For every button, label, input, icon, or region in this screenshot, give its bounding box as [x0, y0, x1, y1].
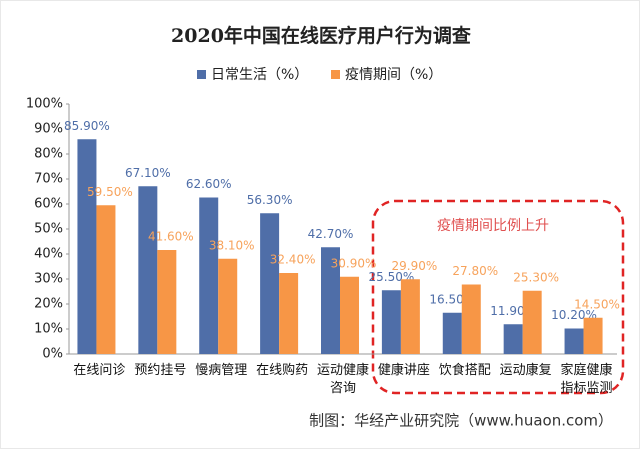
y-tick-label: 60%: [34, 197, 63, 212]
x-tick-label: 健康讲座: [377, 363, 430, 378]
value-label: 25.30%: [513, 270, 559, 284]
y-tick-label: 80%: [34, 147, 63, 162]
x-tick-label: 家庭健康 指标监测: [560, 363, 613, 396]
bar: [321, 247, 340, 354]
value-label: 41.60%: [148, 230, 194, 244]
y-tick-label: 10%: [34, 322, 63, 337]
bar: [503, 324, 523, 354]
bar: [381, 290, 401, 354]
bar: [199, 197, 219, 354]
annotation: 疫情期间比例上升: [437, 218, 549, 234]
y-tick-label: 40%: [34, 247, 63, 262]
y-tick-label: 0%: [42, 347, 63, 362]
bar: [138, 186, 158, 354]
value-label: 29.90%: [392, 259, 438, 273]
chart-title: 2020年中国在线医疗用户行为调查: [171, 24, 472, 47]
value-label: 85.90%: [64, 119, 110, 133]
value-label: 59.50%: [87, 185, 133, 199]
x-tick-label: 在线问诊: [73, 363, 126, 378]
bar: [340, 276, 359, 354]
x-tick-label: 慢病管理: [195, 363, 248, 378]
value-label: 27.80%: [452, 264, 498, 278]
y-tick-label: 20%: [34, 297, 63, 312]
x-tick-label: 运动康复: [499, 363, 552, 378]
bar: [442, 312, 462, 354]
x-tick-label: 运动健康 咨询: [316, 363, 369, 396]
legend-label: 疫情期间（%）: [345, 67, 442, 83]
bar: [96, 205, 116, 354]
value-label: 42.70%: [308, 227, 354, 241]
value-label: 14.50%: [574, 297, 620, 311]
bar: [157, 250, 177, 354]
y-tick-label: 50%: [34, 222, 63, 237]
y-tick-label: 90%: [34, 122, 63, 137]
bar: [260, 213, 280, 354]
y-tick-label: 100%: [26, 97, 63, 112]
value-label: 38.10%: [209, 238, 255, 252]
source: 制图：华经产业研究院（www.huaon.com）: [309, 412, 613, 430]
legend-label: 日常生活（%）: [211, 67, 308, 83]
bar: [522, 290, 542, 354]
bar: [279, 273, 299, 354]
bar: [583, 317, 603, 354]
value-label: 67.10%: [125, 166, 171, 180]
x-tick-label: 在线购药: [256, 363, 309, 378]
legend-swatch: [331, 70, 340, 79]
bar: [461, 284, 481, 354]
legend-swatch: [197, 70, 206, 79]
bar: [564, 328, 584, 354]
value-label: 62.60%: [186, 177, 232, 191]
bar: [400, 279, 420, 354]
value-label: 30.90%: [331, 256, 377, 270]
value-label: 32.40%: [270, 253, 316, 267]
x-tick-label: 饮食搭配: [438, 363, 491, 378]
y-tick-label: 70%: [34, 172, 63, 187]
x-tick-label: 预约挂号: [134, 363, 187, 378]
bar: [218, 258, 238, 354]
highlight-box: [371, 199, 625, 395]
bar: [77, 139, 97, 354]
y-tick-label: 30%: [34, 272, 63, 287]
value-label: 56.30%: [247, 193, 293, 207]
